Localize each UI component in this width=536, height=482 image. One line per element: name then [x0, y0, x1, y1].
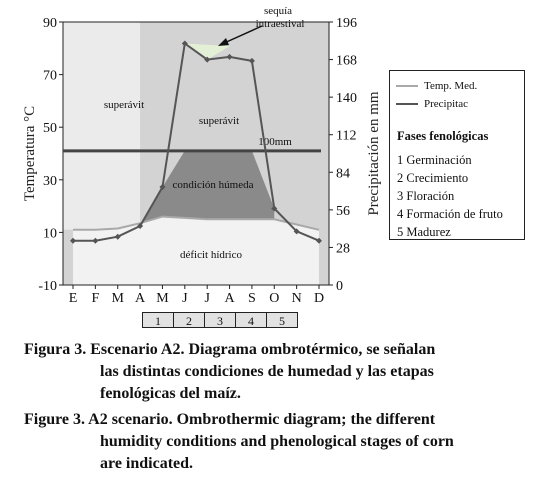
stage-2: 2: [173, 312, 205, 328]
y2-tick-label-5: 140: [336, 91, 357, 106]
y-tick-label-0: -10: [38, 279, 57, 294]
legend-swatch-precip: [396, 103, 418, 105]
precip-point-4: [159, 184, 166, 191]
y-tick-label-1: 10: [43, 226, 57, 241]
caption-es-line-3: fenológicas del maíz.: [100, 385, 241, 402]
y2-tick-label-2: 56: [336, 204, 350, 219]
annot-drought-1: sequía: [264, 5, 292, 17]
annot-humid: condición húmeda: [173, 179, 254, 191]
phase-4: 4 Formación de fruto: [397, 207, 503, 221]
y2-axis-label: Precipitación en mm: [366, 91, 382, 215]
y2-tick-label-3: 84: [336, 166, 350, 181]
deficit-region: [73, 216, 319, 285]
x-tick-label-2: M: [112, 291, 125, 306]
caption-en-line-2: humidity conditions and phenological sta…: [100, 433, 454, 450]
precip-point-5: [181, 40, 188, 47]
x-tick-label-3: A: [135, 291, 146, 306]
drought-arrow-shaft: [221, 25, 263, 45]
x-tick-label-9: O: [269, 291, 279, 306]
x-tick-label-7: A: [224, 291, 235, 306]
phase-2: 2 Crecimiento: [397, 171, 469, 185]
drought-highlight: [184, 43, 230, 60]
caption-es-line-2: las distintas condiciones de humedad y l…: [100, 363, 434, 380]
caption-en-line-1: Figure 3. A2 scenario. Ombrothermic diag…: [24, 411, 436, 428]
phenological-stages: 1 2 3 4 5: [142, 312, 298, 328]
x-tick-label-11: D: [314, 291, 324, 306]
legend-label-precip: Precipitac: [424, 98, 468, 110]
precip-point-0: [70, 237, 76, 244]
precip-point-3: [137, 222, 144, 229]
precip-point-2: [114, 233, 121, 240]
drought-arrow-head: [218, 38, 229, 46]
threshold-label: 100mm: [258, 136, 292, 148]
precip-point-8: [248, 57, 255, 64]
y2-tick-label-6: 168: [336, 54, 357, 69]
legend-label-temp: Temp. Med.: [424, 80, 478, 92]
y-axis-label: Temperatura °C: [22, 106, 38, 201]
x-tick-label-0: E: [69, 291, 78, 306]
x-tick-label-4: M: [156, 291, 169, 306]
temp-series-line: [73, 215, 320, 231]
stage-1: 1: [142, 312, 174, 328]
humid-condition-region: [140, 150, 275, 226]
stage-4: 4: [235, 312, 267, 328]
caption-en-line-3: are indicated.: [100, 455, 194, 472]
annot-surplus-center: superávit: [199, 115, 239, 127]
y-tick-label-4: 70: [43, 69, 57, 84]
annot-surplus-left: superávit: [104, 99, 144, 111]
y2-tick-label-1: 28: [336, 241, 350, 256]
precip-point-10: [293, 228, 300, 235]
left-outer-area: [63, 22, 163, 230]
y-tick-label-2: 30: [43, 174, 57, 189]
x-tick-label-1: F: [91, 291, 99, 306]
x-tick-label-10: N: [292, 291, 302, 306]
y-tick-label-3: 50: [43, 121, 57, 136]
x-tick-label-6: J: [204, 291, 210, 306]
precip-point-6: [204, 56, 211, 63]
legend-item-temp: Temp. Med.: [396, 80, 477, 92]
legend-item-precip: Precipitac: [396, 98, 468, 110]
x-tick-label-5: J: [182, 291, 188, 306]
phases-title: Fases fenológicas: [397, 129, 489, 143]
precip-point-7: [226, 53, 233, 60]
annot-deficit: déficit hídrico: [180, 249, 243, 261]
annot-drought-2: intraestival: [256, 18, 305, 30]
y2-tick-label-4: 112: [336, 129, 356, 144]
legend: Temp. Med. Precipitac Fases fenológicas …: [389, 70, 525, 240]
caption-es-line-1: Figura 3. Escenario A2. Diagrama ombroté…: [24, 341, 436, 358]
y2-tick-label-7: 196: [336, 16, 357, 31]
y-tick-label-5: 90: [43, 16, 57, 31]
phase-5: 5 Madurez: [397, 225, 451, 239]
precip-series-line: [73, 41, 320, 242]
precip-point-1: [92, 237, 99, 244]
plot-frame: [62, 21, 330, 286]
legend-swatch-temp: [396, 85, 418, 87]
precip-point-11: [316, 237, 322, 244]
precip-point-9: [271, 205, 278, 212]
stage-5: 5: [266, 312, 298, 328]
stage-3: 3: [204, 312, 236, 328]
phase-1: 1 Germinación: [397, 153, 472, 167]
phase-3: 3 Floración: [397, 189, 455, 203]
x-tick-label-8: S: [248, 291, 256, 306]
y2-tick-label-0: 0: [336, 279, 343, 294]
